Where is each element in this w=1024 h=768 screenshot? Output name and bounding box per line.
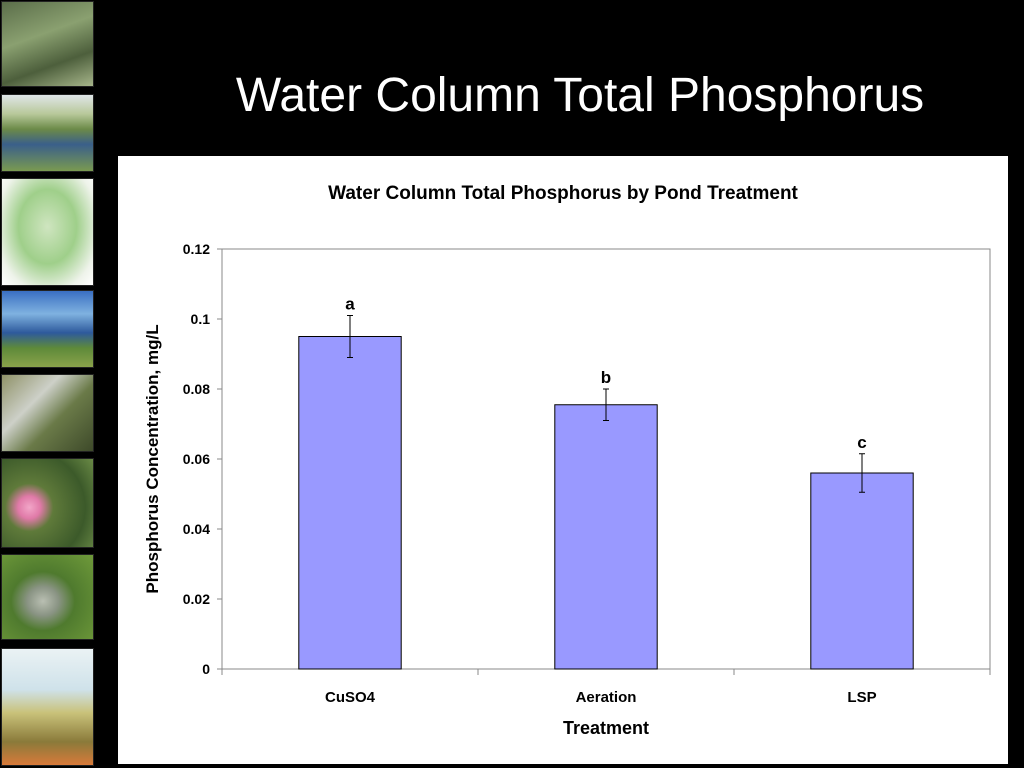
y-tick-label: 0.1: [191, 311, 211, 327]
y-tick-label: 0.02: [183, 591, 210, 607]
field-worker-photo: [1, 374, 94, 452]
significance-label: a: [345, 295, 355, 314]
y-tick-label: 0.12: [183, 241, 210, 257]
bar: [554, 404, 658, 670]
water-lily-photo: [1, 458, 94, 548]
wetland-pond-photo: [1, 94, 94, 172]
photo-strip: [0, 0, 96, 768]
lake-landscape-photo: [1, 290, 94, 368]
bar: [810, 472, 914, 670]
y-tick-label: 0.06: [183, 451, 210, 467]
y-axis-label: Phosphorus Concentration, mg/L: [143, 324, 162, 593]
fish-on-grass-photo: [1, 554, 94, 640]
x-tick-label: CuSO4: [325, 689, 376, 706]
bar: [298, 336, 402, 670]
water-sample-jar-photo: [1, 648, 94, 766]
x-axis-label: Treatment: [563, 718, 649, 738]
algae-pond-photo: [1, 1, 94, 87]
y-tick-label: 0.04: [183, 521, 210, 537]
chart-panel: Water Column Total Phosphorus by Pond Tr…: [118, 156, 1008, 764]
x-tick-label: Aeration: [576, 689, 637, 706]
y-tick-label: 0: [202, 661, 210, 677]
bar-chart: Water Column Total Phosphorus by Pond Tr…: [143, 183, 991, 738]
y-tick-label: 0.08: [183, 381, 210, 397]
slide-title: Water Column Total Phosphorus: [235, 69, 925, 122]
x-tick-label: LSP: [847, 689, 876, 706]
significance-label: c: [857, 433, 866, 452]
significance-label: b: [601, 368, 611, 387]
chart-title: Water Column Total Phosphorus by Pond Tr…: [328, 183, 798, 204]
site-map-photo: [1, 178, 94, 286]
